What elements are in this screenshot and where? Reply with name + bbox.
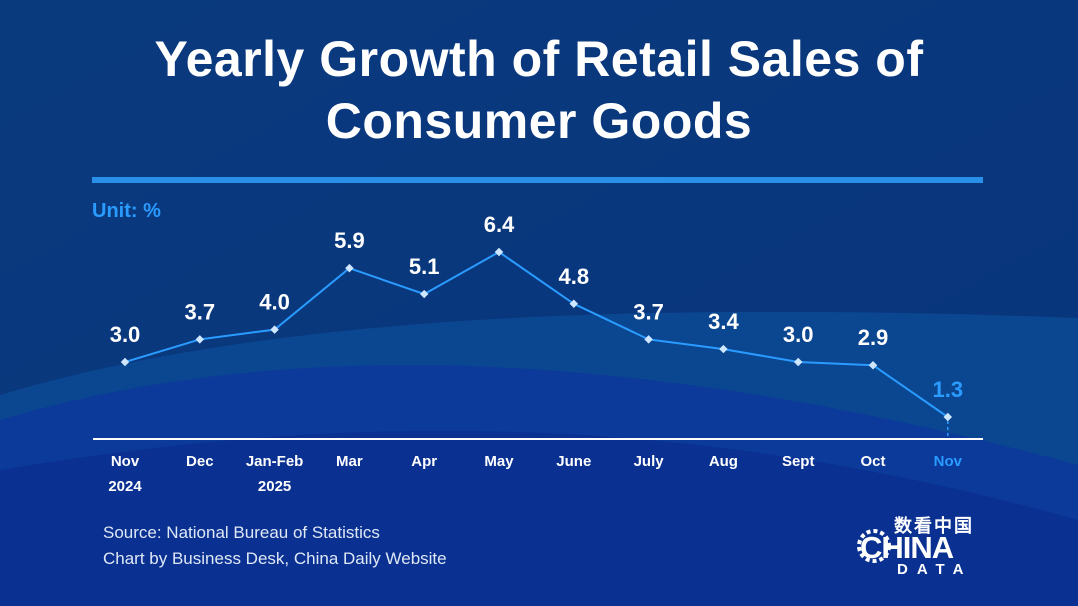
x-tick-label: June	[556, 453, 591, 470]
data-point	[569, 299, 579, 309]
logo-main-text: CHINA	[860, 530, 954, 565]
data-point	[793, 357, 803, 367]
x-tick-label: Sept	[782, 453, 815, 470]
data-label: 5.9	[334, 228, 365, 253]
x-tick-label: Aug	[709, 453, 738, 470]
x-tick-label: Nov	[934, 453, 963, 470]
x-tick-label: Mar	[336, 453, 363, 470]
data-label: 4.8	[559, 264, 590, 289]
x-tick-label: 2025	[258, 478, 291, 495]
data-label: 2.9	[858, 325, 889, 350]
data-label: 5.1	[409, 254, 440, 279]
logo-chinese-text: 数看中国	[894, 516, 974, 537]
x-tick-label: Jan-Feb	[246, 453, 304, 470]
data-label: 3.0	[783, 322, 814, 347]
credit-text: Chart by Business Desk, China Daily Webs…	[103, 549, 447, 568]
data-point	[494, 247, 504, 257]
data-label: 3.7	[633, 299, 664, 324]
logo-sub-text: DATA	[897, 561, 973, 578]
source-text: Source: National Bureau of Statistics	[103, 523, 380, 542]
data-label: 3.4	[708, 309, 739, 334]
title-line-1: Yearly Growth of Retail Sales of	[154, 31, 924, 87]
data-point	[719, 344, 728, 354]
x-tick-label: Oct	[860, 453, 885, 470]
data-point	[270, 325, 279, 334]
data-point	[943, 412, 953, 422]
data-label: 3.0	[110, 322, 141, 347]
x-tick-label: July	[634, 453, 665, 470]
logo-ring-icon	[857, 529, 891, 563]
source-block: Source: National Bureau of Statistics Ch…	[103, 520, 447, 572]
data-point	[345, 263, 354, 273]
data-point	[419, 289, 429, 299]
x-tick-label: Dec	[186, 453, 214, 470]
china-data-logo: 数看中国 CHINA DATA	[850, 512, 980, 578]
title-divider	[92, 177, 983, 183]
chart-title: Yearly Growth of Retail Sales of Consume…	[0, 28, 1078, 152]
x-tick-label: Nov	[111, 453, 140, 470]
data-label: 1.3	[933, 377, 964, 402]
data-label: 6.4	[484, 212, 515, 237]
data-label: 4.0	[259, 290, 290, 315]
series-line	[124, 251, 949, 418]
x-tick-label: Apr	[411, 453, 437, 470]
x-tick-label: 2024	[108, 478, 142, 495]
data-point	[195, 335, 205, 344]
title-line-2: Consumer Goods	[325, 93, 753, 149]
data-point	[120, 357, 130, 367]
data-point	[644, 335, 653, 344]
data-label: 3.7	[185, 299, 216, 324]
data-point	[868, 360, 878, 370]
unit-label: Unit: %	[92, 200, 161, 222]
x-tick-label: May	[484, 453, 514, 470]
